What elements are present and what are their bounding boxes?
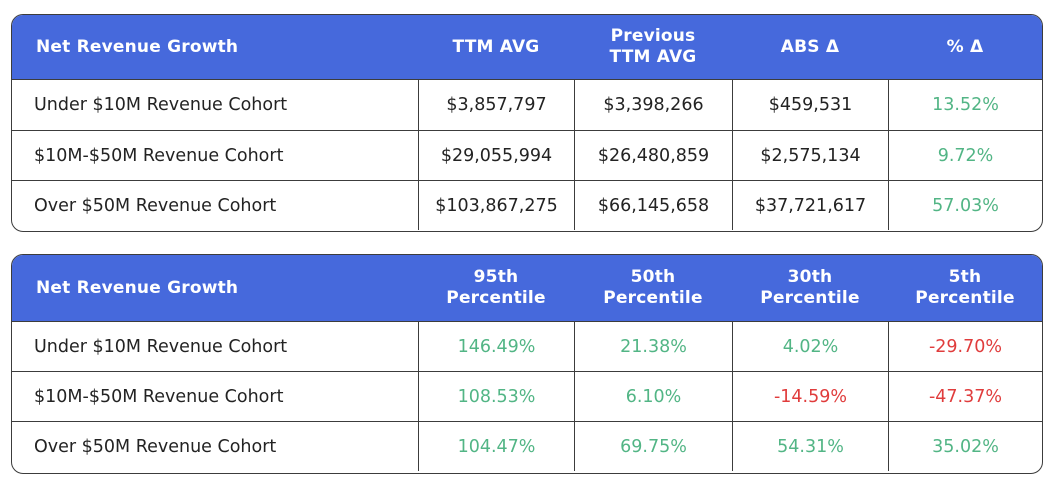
- table-row: Under $10M Revenue Cohort 146.49% 21.38%…: [12, 321, 1042, 371]
- ttm-avg-cell: $103,867,275: [418, 181, 574, 230]
- table-row: Over $50M Revenue Cohort 104.47% 69.75% …: [12, 421, 1042, 471]
- p5-cell: -29.70%: [888, 322, 1042, 371]
- pct-delta-cell: 57.03%: [888, 181, 1042, 230]
- abs-delta-cell: $2,575,134: [732, 131, 888, 180]
- header-abs-delta: ABS Δ: [780, 36, 840, 57]
- table-header-row: Net Revenue Growth 95th Percentile 50th …: [12, 255, 1042, 321]
- table-header-row: Net Revenue Growth TTM AVG Previous TTM …: [12, 15, 1042, 79]
- table-row: Over $50M Revenue Cohort $103,867,275 $6…: [12, 180, 1042, 230]
- header-label: Net Revenue Growth: [36, 277, 239, 298]
- net-revenue-growth-percentile-table: Net Revenue Growth 95th Percentile 50th …: [11, 254, 1043, 474]
- p5-cell: -47.37%: [888, 372, 1042, 421]
- net-revenue-growth-ttm-table: Net Revenue Growth TTM AVG Previous TTM …: [11, 14, 1043, 232]
- header-label: Net Revenue Growth: [36, 36, 239, 57]
- header-pct-delta: % Δ: [946, 36, 984, 57]
- prev-ttm-avg-cell: $3,398,266: [574, 80, 732, 130]
- p95-cell: 146.49%: [418, 322, 574, 371]
- cohort-label: Under $10M Revenue Cohort: [34, 95, 288, 115]
- header-5th-percentile: 5th Percentile: [915, 267, 1015, 308]
- p50-cell: 6.10%: [574, 372, 732, 421]
- pct-delta-cell: 13.52%: [888, 80, 1042, 130]
- cohort-label: $10M-$50M Revenue Cohort: [34, 386, 284, 407]
- p30-cell: 4.02%: [732, 322, 888, 371]
- header-ttm-avg: TTM AVG: [452, 36, 540, 57]
- ttm-avg-cell: $29,055,994: [418, 131, 574, 180]
- header-50th-percentile: 50th Percentile: [603, 267, 703, 308]
- prev-ttm-avg-cell: $66,145,658: [574, 181, 732, 230]
- p95-cell: 108.53%: [418, 372, 574, 421]
- p30-cell: 54.31%: [732, 422, 888, 471]
- table-row: $10M-$50M Revenue Cohort $29,055,994 $26…: [12, 130, 1042, 180]
- p5-cell: 35.02%: [888, 422, 1042, 471]
- cohort-label: $10M-$50M Revenue Cohort: [34, 145, 284, 166]
- p50-cell: 69.75%: [574, 422, 732, 471]
- cohort-label: Over $50M Revenue Cohort: [34, 195, 277, 216]
- pct-delta-cell: 9.72%: [888, 131, 1042, 180]
- abs-delta-cell: $37,721,617: [732, 181, 888, 230]
- prev-ttm-avg-cell: $26,480,859: [574, 131, 732, 180]
- p95-cell: 104.47%: [418, 422, 574, 471]
- p30-cell: -14.59%: [732, 372, 888, 421]
- header-previous-ttm-avg: Previous TTM AVG: [609, 26, 697, 67]
- p50-cell: 21.38%: [574, 322, 732, 371]
- cohort-label: Over $50M Revenue Cohort: [34, 436, 277, 457]
- table-row: $10M-$50M Revenue Cohort 108.53% 6.10% -…: [12, 371, 1042, 421]
- ttm-avg-cell: $3,857,797: [418, 80, 574, 130]
- table-row: Under $10M Revenue Cohort $3,857,797 $3,…: [12, 79, 1042, 130]
- header-30th-percentile: 30th Percentile: [760, 267, 860, 308]
- header-95th-percentile: 95th Percentile: [446, 267, 546, 308]
- abs-delta-cell: $459,531: [732, 80, 888, 130]
- cohort-label: Under $10M Revenue Cohort: [34, 336, 288, 357]
